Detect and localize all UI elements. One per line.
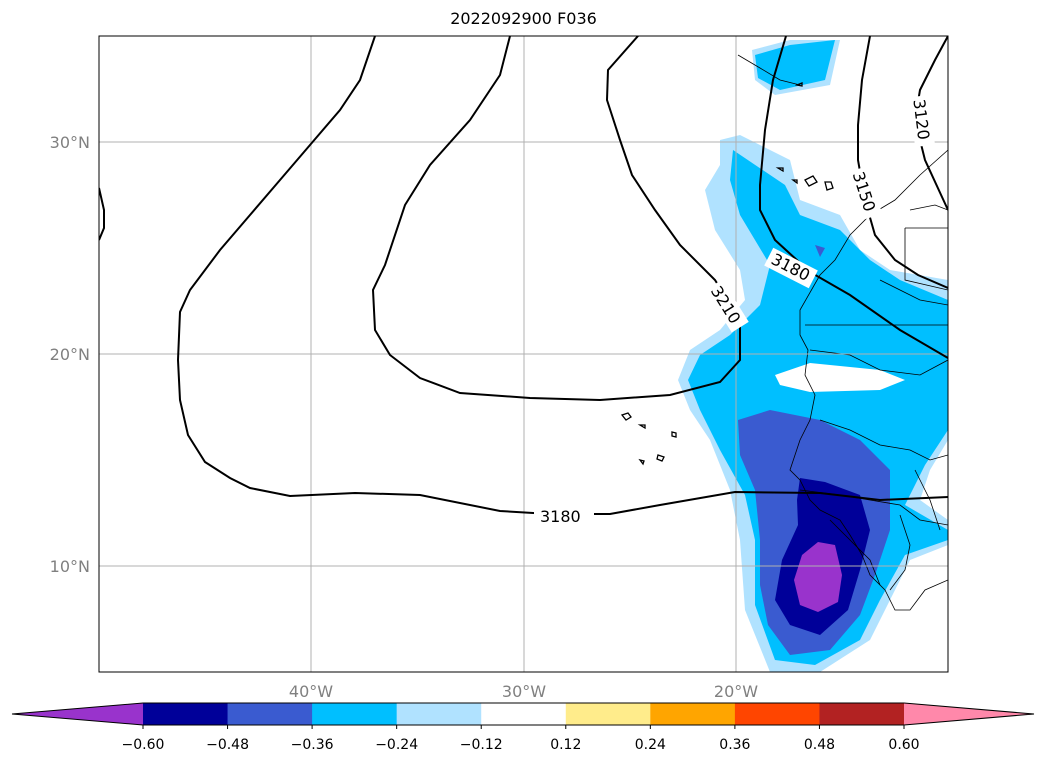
- height-contours: [99, 36, 948, 515]
- gridlines: [99, 36, 948, 672]
- map-title: 2022092900 F036: [450, 9, 597, 28]
- colorbar-tick-label: 0.12: [550, 737, 581, 753]
- colorbar-extend-low: [12, 703, 143, 725]
- contour-3180-ne: [759, 36, 948, 359]
- map-plot-area: 3180 3180 3210 3150 3120: [99, 36, 948, 672]
- colorbar-tick-label: 0.60: [888, 737, 919, 753]
- colorbar-tick-label: 0.36: [719, 737, 750, 753]
- colorbar-tick-label: −0.24: [375, 737, 418, 753]
- map-frame: [98, 35, 949, 673]
- colorbar-segment: [227, 703, 313, 725]
- colorbar-tick-label: 0.48: [804, 737, 835, 753]
- colorbar-segment: [734, 703, 820, 725]
- colorbar-segment: [481, 703, 567, 725]
- colorbar-segment: [312, 703, 398, 725]
- colorbar-extend-high: [904, 703, 1034, 725]
- lon-label-30w: 30°W: [502, 682, 546, 701]
- lat-label-10n: 10°N: [50, 557, 90, 576]
- lat-label-30n: 30°N: [50, 133, 90, 152]
- colorbar-tick-label: −0.36: [291, 737, 334, 753]
- contour-label-3120: 3120: [909, 98, 933, 141]
- colorbar-segment: [650, 703, 736, 725]
- shading-purple: [794, 542, 842, 612]
- contour-label-3180-main: 3180: [540, 507, 581, 526]
- contour-label-3210: 3210: [707, 283, 745, 328]
- shading-gap: [775, 363, 905, 392]
- colorbar-tick-label: −0.12: [460, 737, 503, 753]
- contour-label-3150: 3150: [849, 169, 880, 214]
- colorbar-segment: [143, 703, 229, 725]
- contour-3180-west: [99, 187, 105, 241]
- colorbar-segment: [396, 703, 482, 725]
- colorbar-tick-label: −0.48: [206, 737, 249, 753]
- colorbar-segment: [565, 703, 651, 725]
- lon-label-20w: 20°W: [714, 682, 758, 701]
- colorbar-tick-label: 0.24: [635, 737, 666, 753]
- contour-3210: [371, 36, 741, 402]
- lon-labels: 40°W 30°W 20°W: [289, 682, 758, 701]
- colorbar: −0.60 −0.48 −0.36 −0.24 −0.12 0.12 0.24 0.36 0.4…: [11, 702, 1035, 753]
- colorbar-tick-label: −0.60: [122, 737, 165, 753]
- lon-label-40w: 40°W: [289, 682, 333, 701]
- colorbar-segment: [819, 703, 905, 725]
- lat-labels: 30°N 20°N 10°N: [50, 133, 90, 576]
- contour-3180-main: [176, 36, 948, 515]
- islands: [620, 82, 834, 466]
- lat-label-20n: 20°N: [50, 345, 90, 364]
